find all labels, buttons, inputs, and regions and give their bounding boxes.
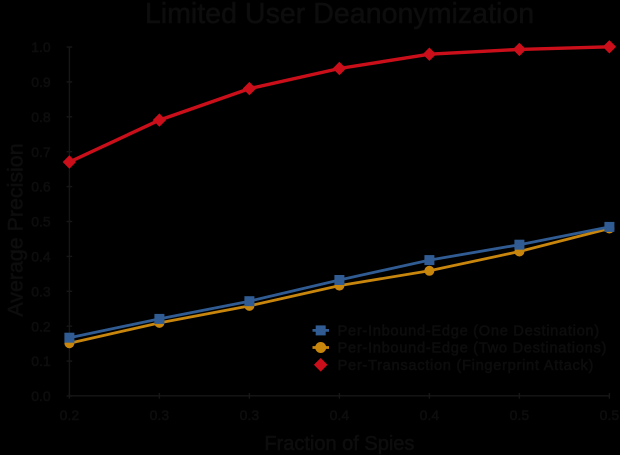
svg-text:0.9: 0.9 <box>31 74 51 90</box>
svg-text:Average Precision: Average Precision <box>3 143 27 316</box>
svg-text:1.0: 1.0 <box>31 39 51 55</box>
svg-text:Per-Inbound-Edge (One Destinat: Per-Inbound-Edge (One Destination) <box>338 324 600 340</box>
svg-text:0.5: 0.5 <box>600 407 620 423</box>
svg-text:0.3: 0.3 <box>31 283 51 299</box>
svg-text:0.3: 0.3 <box>240 407 260 423</box>
svg-text:0.5: 0.5 <box>510 407 530 423</box>
svg-text:Fraction of Spies: Fraction of Spies <box>264 433 414 455</box>
svg-text:Per-Transaction (Fingerprint A: Per-Transaction (Fingerprint Attack) <box>338 358 595 374</box>
svg-text:0.8: 0.8 <box>31 109 51 125</box>
svg-text:0.1: 0.1 <box>31 353 51 369</box>
svg-text:0.4: 0.4 <box>330 407 350 423</box>
svg-text:Per-Inbound-Edge (Two Destinat: Per-Inbound-Edge (Two Destinations) <box>338 341 608 357</box>
svg-text:0.0: 0.0 <box>31 388 51 404</box>
svg-text:Limited User Deanonymization: Limited User Deanonymization <box>145 0 534 30</box>
svg-text:0.7: 0.7 <box>31 144 51 160</box>
svg-text:0.2: 0.2 <box>60 407 80 423</box>
svg-text:0.6: 0.6 <box>31 179 51 195</box>
svg-text:0.4: 0.4 <box>420 407 440 423</box>
svg-text:0.5: 0.5 <box>31 214 51 230</box>
svg-text:0.4: 0.4 <box>31 249 51 265</box>
svg-text:0.2: 0.2 <box>31 318 51 334</box>
svg-text:0.3: 0.3 <box>150 407 170 423</box>
